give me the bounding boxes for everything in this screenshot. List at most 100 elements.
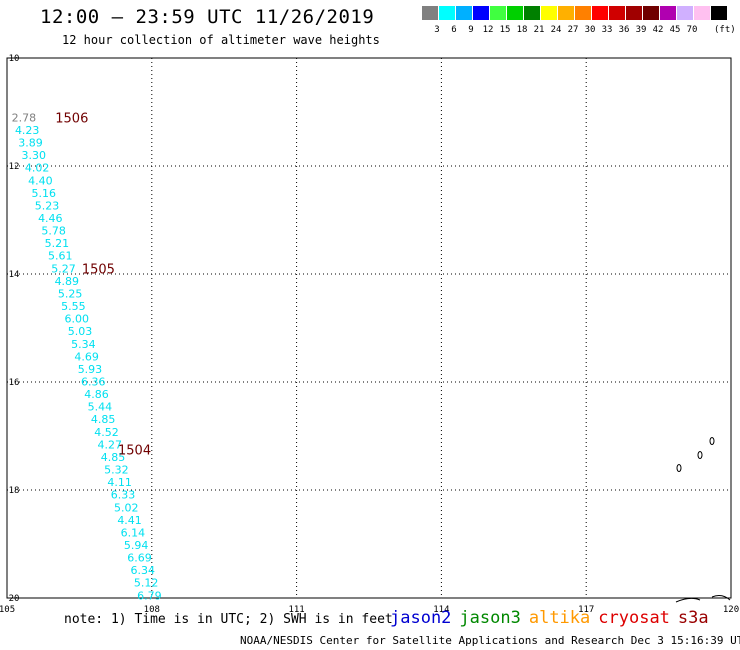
scale-label: 39 (635, 25, 647, 35)
scale-label: 12 (482, 25, 494, 35)
scale-swatch (592, 6, 608, 20)
scale-label: 6 (451, 25, 457, 35)
coastline-fragment (675, 595, 731, 603)
wave-height-value: 6.34 (131, 564, 156, 577)
scale-label: 33 (601, 25, 613, 35)
scale-swatch (473, 6, 489, 20)
wave-height-value: 4.46 (38, 212, 63, 225)
wave-height-value: 5.44 (88, 401, 113, 414)
scale-label: 30 (584, 25, 596, 35)
wave-height-value: 6.14 (121, 526, 146, 539)
wave-height-value: 3.30 (22, 149, 47, 162)
wave-height-value: 6.00 (64, 313, 89, 326)
wave-height-value: 5.03 (68, 325, 93, 338)
scale-swatch (490, 6, 506, 20)
wave-height-value: 5.61 (48, 250, 73, 263)
satellite-cryosat: cryosat (598, 608, 670, 628)
lon-tick-label: 114 (433, 605, 449, 615)
wave-height-value: 4.89 (55, 275, 80, 288)
page-subtitle: 12 hour collection of altimeter wave hei… (62, 33, 380, 47)
scale-swatch (507, 6, 523, 20)
wave-height-value: 4.11 (107, 476, 132, 489)
island-outline (697, 451, 703, 459)
wave-height-value: 4.02 (25, 162, 50, 175)
wave-height-value: 4.85 (91, 413, 116, 426)
wave-height-value: 5.12 (134, 577, 159, 590)
scale-label: 42 (652, 25, 664, 35)
wave-height-value: 5.27 (51, 262, 76, 275)
lat-tick-label: 10 (9, 54, 20, 64)
scale-swatch (643, 6, 659, 20)
wave-height-value: 6.33 (111, 489, 136, 502)
wave-height-value: 4.86 (84, 388, 109, 401)
scale-swatch (422, 6, 438, 20)
wave-height-value: 5.21 (45, 237, 70, 250)
lon-tick-label: 117 (578, 605, 594, 615)
time-label: 1506 (55, 111, 88, 126)
lon-tick-label: 111 (288, 605, 304, 615)
page-title: 12:00 – 23:59 UTC 11/26/2019 (40, 6, 375, 28)
scale-label: 27 (567, 25, 579, 35)
wave-height-value: 5.02 (114, 501, 139, 514)
map-frame (6, 57, 732, 599)
scale-label: 15 (499, 25, 511, 35)
scale-label: 24 (550, 25, 562, 35)
scale-swatch (609, 6, 625, 20)
scale-label: 18 (516, 25, 528, 35)
footer-note: note: 1) Time is in UTC; 2) SWH is in fe… (64, 612, 393, 627)
wave-height-value: 6.36 (81, 376, 106, 389)
lon-tick-label: 120 (723, 605, 739, 615)
scale-swatch (575, 6, 591, 20)
wave-height-value: 3.89 (18, 137, 43, 150)
scale-swatch (524, 6, 540, 20)
scale-swatch (558, 6, 574, 20)
satellite-altika: altika (528, 608, 591, 628)
lat-tick-label: 18 (9, 486, 20, 496)
lat-tick-label: 12 (9, 162, 20, 172)
wave-height-value: 4.85 (101, 451, 126, 464)
scale-label: 21 (533, 25, 545, 35)
satellite-s3a: s3a (677, 608, 709, 628)
scale-label: 3 (434, 25, 440, 35)
wave-height-value: 5.23 (35, 199, 60, 212)
wave-height-value: 5.34 (71, 338, 96, 351)
wave-height-value: 5.94 (124, 539, 149, 552)
wave-height-value: 4.69 (74, 350, 99, 363)
lon-tick-label: 108 (144, 605, 160, 615)
island-outline (676, 464, 682, 472)
wave-height-value: 4.52 (94, 426, 119, 439)
scale-swatch (456, 6, 472, 20)
wave-height-value: 6.79 (137, 589, 162, 602)
scale-swatch (626, 6, 642, 20)
wave-height-value: 5.78 (41, 225, 66, 238)
wave-height-value: 4.41 (117, 514, 142, 527)
lat-tick-label: 14 (9, 270, 20, 280)
scale-swatch (660, 6, 676, 20)
scale-unit: (ft) (714, 25, 736, 35)
wave-height-value: 4.27 (98, 438, 123, 451)
island-outline (709, 437, 715, 445)
wave-height-value: 6.69 (127, 552, 152, 565)
time-label: 1504 (118, 444, 151, 459)
wave-height-value: 4.23 (15, 124, 40, 137)
scale-swatch (439, 6, 455, 20)
lon-tick-label: 105 (0, 605, 15, 615)
scale-swatch (694, 6, 710, 20)
scale-swatch (541, 6, 557, 20)
scale-label: 70 (686, 25, 698, 35)
time-label: 1505 (82, 263, 115, 278)
wave-height-value: 4.40 (28, 174, 53, 187)
satellite-jason3: jason3 (459, 608, 521, 628)
scale-swatch (711, 6, 727, 20)
satellite-legend: jason2 jason3 altika cryosat s3a (390, 608, 717, 628)
lat-tick-label: 16 (9, 378, 20, 388)
wave-height-value: 2.78 (12, 111, 37, 124)
scale-label: 9 (468, 25, 474, 35)
lat-tick-label: 20 (9, 594, 20, 604)
scale-swatch (677, 6, 693, 20)
scale-label: 36 (618, 25, 630, 35)
wave-height-value: 5.32 (104, 464, 129, 477)
wave-height-value: 5.55 (61, 300, 86, 313)
